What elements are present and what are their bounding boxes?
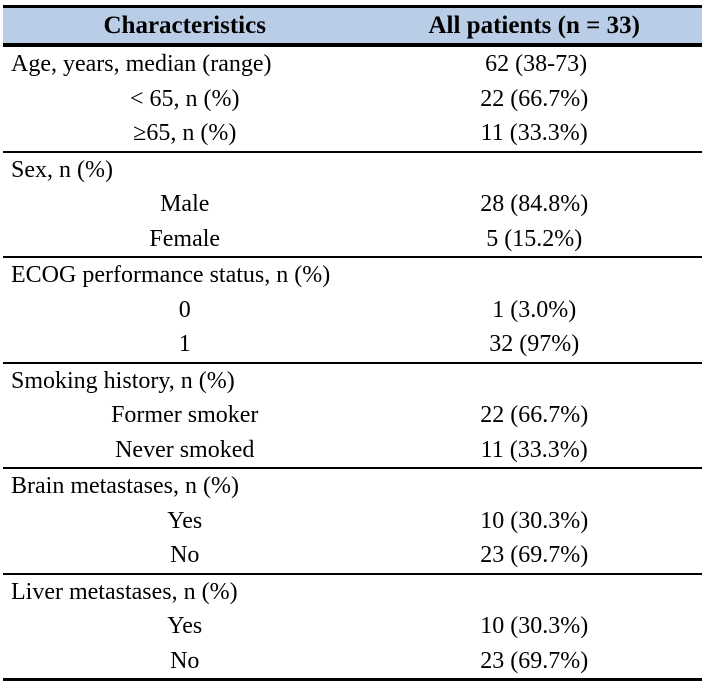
row-label: Never smoked	[115, 436, 255, 463]
row-value: 23 (69.7%)	[480, 542, 589, 568]
table-row: No 23 (69.7%)	[3, 538, 702, 573]
table-section: Smoking history, n (%) Former smoker 22 (6…	[3, 364, 702, 469]
header-characteristics: Characteristics	[103, 12, 266, 39]
table-row: No 23 (69.7%)	[3, 644, 702, 679]
table-row: Former smoker 22 (66.7%)	[3, 398, 702, 433]
table-row: ≥65, n (%) 11 (33.3%)	[3, 116, 702, 151]
row-label: Brain metastases, n (%)	[11, 473, 239, 499]
row-value	[370, 575, 702, 610]
row-label: Female	[149, 225, 221, 252]
row-value: 10 (30.3%)	[480, 613, 589, 639]
row-value: 62 (38-73)	[485, 51, 588, 77]
row-value: 32 (97%)	[489, 331, 580, 357]
table-row: Yes 10 (30.3%)	[3, 504, 702, 539]
row-label: No	[170, 647, 200, 674]
table-section: Brain metastases, n (%) Yes 10 (30.3%) No 23…	[3, 469, 702, 575]
row-label: Liver metastases, n (%)	[11, 578, 238, 605]
table-row: 0 1 (3.0%)	[3, 293, 702, 328]
row-label: ECOG performance status, n (%)	[11, 262, 331, 288]
row-value: 1 (3.0%)	[492, 296, 577, 323]
row-value: 23 (69.7%)	[480, 647, 589, 674]
table-row: Sex, n (%)	[3, 153, 702, 188]
row-label: 1	[178, 331, 191, 357]
row-value	[370, 469, 702, 504]
table-row: Smoking history, n (%)	[3, 364, 702, 399]
patient-characteristics-table: Characteristics All patients (n = 33) Ag…	[3, 5, 702, 681]
table-row: Never smoked 11 (33.3%)	[3, 433, 702, 468]
table-row: Brain metastases, n (%)	[3, 469, 702, 504]
row-value	[370, 153, 702, 188]
row-label: ≥65, n (%)	[133, 120, 237, 146]
row-value: 10 (30.3%)	[480, 507, 589, 534]
table-header-row: Characteristics All patients (n = 33)	[3, 8, 702, 47]
table-body: Age, years, median (range) 62 (38-73) < 65…	[3, 47, 702, 678]
header-all-patients: All patients (n = 33)	[428, 12, 640, 39]
table-section: Liver metastases, n (%) Yes 10 (30.3%) No 23…	[3, 575, 702, 679]
row-value: 22 (66.7%)	[480, 85, 589, 112]
row-label: Yes	[167, 507, 203, 534]
row-label: Sex, n (%)	[11, 156, 113, 183]
table-row: 1 32 (97%)	[3, 327, 702, 362]
row-label: Yes	[167, 613, 203, 639]
table-row: Male 28 (84.8%)	[3, 187, 702, 222]
table-section: Age, years, median (range) 62 (38-73) < 65…	[3, 47, 702, 153]
row-value: 11 (33.3%)	[480, 436, 588, 463]
row-value	[370, 364, 702, 399]
row-label: 0	[178, 296, 191, 323]
row-label: Male	[160, 191, 210, 217]
table-section: ECOG performance status, n (%) 0 1 (3.0%) 1…	[3, 258, 702, 364]
table-row: Yes 10 (30.3%)	[3, 609, 702, 644]
row-value: 22 (66.7%)	[480, 402, 589, 428]
row-label: No	[170, 542, 200, 568]
row-value: 28 (84.8%)	[480, 191, 589, 217]
table-section: Sex, n (%) Male 28 (84.8%) Female 5 (15.2%)	[3, 153, 702, 258]
table-row: ECOG performance status, n (%)	[3, 258, 702, 293]
table-row: < 65, n (%) 22 (66.7%)	[3, 82, 702, 117]
table-row: Age, years, median (range) 62 (38-73)	[3, 47, 702, 82]
table-row: Liver metastases, n (%)	[3, 575, 702, 610]
row-label: Former smoker	[111, 402, 259, 428]
row-value	[370, 258, 702, 293]
row-label: < 65, n (%)	[129, 85, 240, 112]
row-value: 5 (15.2%)	[486, 225, 583, 252]
row-label: Age, years, median (range)	[11, 51, 272, 77]
row-value: 11 (33.3%)	[480, 120, 588, 146]
row-label: Smoking history, n (%)	[11, 367, 235, 394]
table-row: Female 5 (15.2%)	[3, 222, 702, 257]
